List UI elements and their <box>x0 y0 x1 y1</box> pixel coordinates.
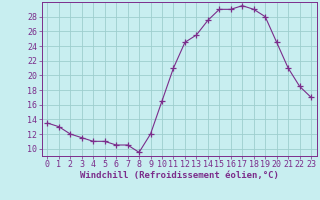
X-axis label: Windchill (Refroidissement éolien,°C): Windchill (Refroidissement éolien,°C) <box>80 171 279 180</box>
